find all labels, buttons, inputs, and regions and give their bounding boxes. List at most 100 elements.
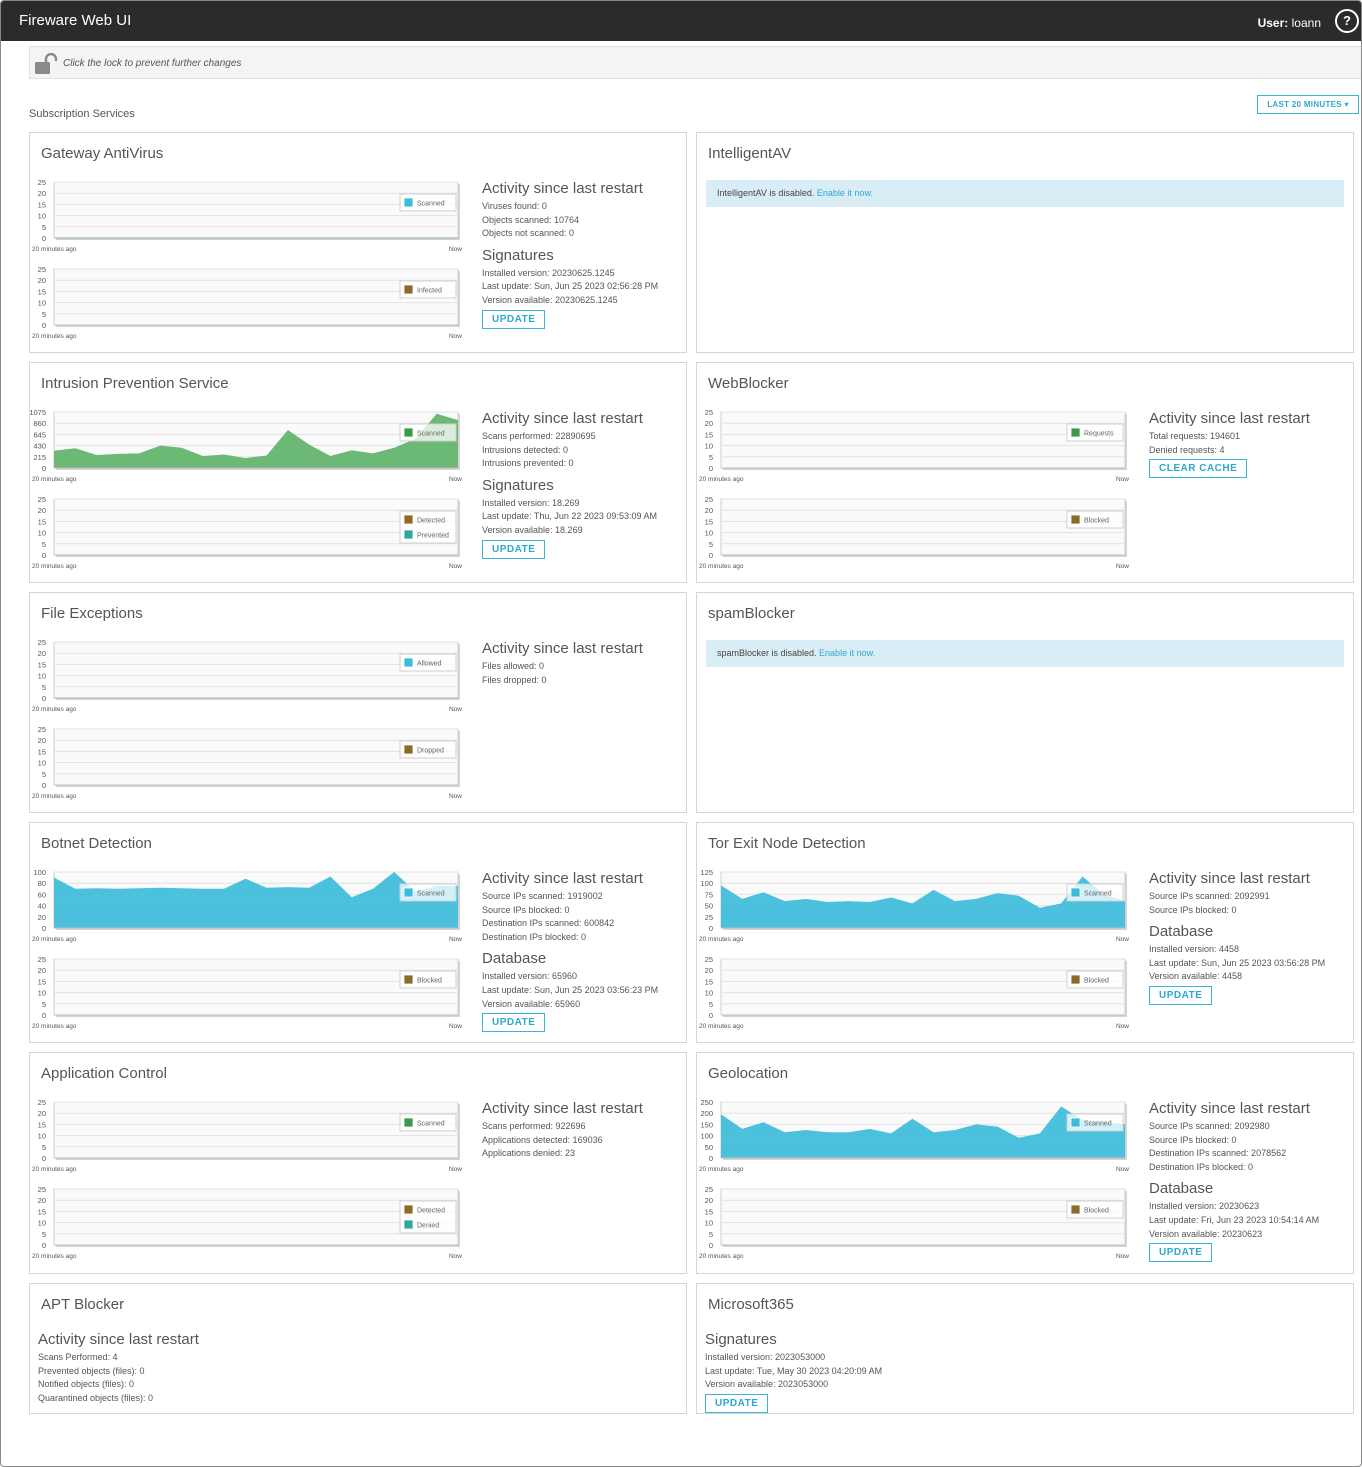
- info-line: Viruses found: 0: [482, 201, 547, 211]
- y-tick-label: 5: [42, 310, 46, 319]
- info-line: Scans performed: 922696: [482, 1121, 586, 1131]
- y-tick-label: 25: [705, 913, 713, 922]
- enable-link[interactable]: Enable it now.: [819, 648, 876, 658]
- legend-label: Dropped: [417, 748, 444, 755]
- info-line: Last update: Sun, Jun 25 2023 02:56:28 P…: [482, 281, 659, 292]
- chart-1: 25 20 15 10 5 0 Detected Prevented 20 minutes ag…: [30, 494, 470, 574]
- info-line: Last update: Thu, Jun 22 2023 09:53:09 A…: [482, 511, 657, 522]
- y-tick-label: 100: [700, 1132, 713, 1141]
- legend-label: Scanned: [417, 891, 445, 898]
- legend-box: [399, 423, 457, 442]
- legend-label: Prevented: [417, 533, 449, 540]
- legend-label: Denied: [417, 1223, 439, 1230]
- legend-swatch: [1070, 974, 1081, 985]
- y-tick-label: 20: [38, 966, 46, 975]
- update-button[interactable]: UPDATE: [705, 1393, 769, 1413]
- info-line: Intrusions detected: 0: [482, 444, 569, 455]
- info-line: Total requests: 194601: [1149, 431, 1241, 441]
- legend-label: Scanned: [1084, 1121, 1112, 1128]
- y-tick-label: 5: [42, 223, 46, 232]
- legend-box: [1066, 1113, 1124, 1132]
- chart-0: 1075 860 645 430 215 0 Scanned 20 minutes ago No…: [30, 407, 470, 487]
- chart-0: 25 20 15 10 5 0 Allowed 20 minutes ago Now: [30, 637, 470, 717]
- x-start-label: 20 minutes ago: [32, 333, 77, 340]
- y-tick-label: 1075: [30, 408, 46, 417]
- clear-cache-button[interactable]: CLEAR CACHE: [1149, 459, 1248, 479]
- panel-title: Geolocation: [708, 1065, 789, 1082]
- panel-title: Gateway AntiVirus: [41, 145, 164, 162]
- info-line: Version available: 20230625.1245: [482, 294, 618, 305]
- chart-0: 25 20 15 10 5 0 Scanned 20 minutes ago Now: [30, 177, 470, 257]
- update-button[interactable]: UPDATE: [482, 309, 546, 329]
- legend-swatch: [403, 1219, 414, 1230]
- y-tick-label: 0: [42, 321, 46, 330]
- plot-area: [720, 958, 1126, 1016]
- x-start-label: 20 minutes ago: [699, 1253, 744, 1260]
- x-start-label: 20 minutes ago: [32, 793, 77, 800]
- update-button[interactable]: UPDATE: [482, 539, 546, 559]
- y-tick-label: 15: [38, 747, 46, 756]
- info-heading: Database: [1149, 1180, 1214, 1198]
- y-tick-label: 15: [705, 1207, 713, 1216]
- update-button[interactable]: UPDATE: [482, 1013, 546, 1033]
- y-tick-label: 25: [38, 495, 46, 504]
- legend-label: Scanned: [417, 431, 445, 438]
- notice-text: spamBlocker is disabled.: [717, 648, 820, 658]
- y-tick-label: 5: [42, 683, 46, 692]
- x-start-label: 20 minutes ago: [699, 1023, 744, 1030]
- y-tick-label: 25: [38, 725, 46, 734]
- x-start-label: 20 minutes ago: [699, 563, 744, 570]
- info-line: Version available: 2023053000: [705, 1379, 829, 1390]
- y-tick-label: 60: [38, 890, 46, 899]
- update-button[interactable]: UPDATE: [1149, 1243, 1213, 1263]
- time-range-dropdown[interactable]: LAST 20 MINUTES ▾: [1257, 95, 1359, 114]
- y-tick-label: 25: [38, 638, 46, 647]
- chart-svg: 25 20 15 10 5 0 Detected Denied 20 minutes ago No…: [32, 1185, 462, 1260]
- legend-swatch: [403, 427, 414, 438]
- panel-geolocation: Geolocation 250 200 150 100 50 0 Scanned 20 minu…: [696, 1052, 1354, 1274]
- user-label: User:: [1257, 16, 1289, 30]
- y-tick-label: 20: [38, 189, 46, 198]
- y-tick-label: 0: [709, 1241, 713, 1250]
- y-tick-label: 5: [42, 1230, 46, 1239]
- panel-gateway-antivirus: Gateway AntiVirus 25 20 15 10 5 0 Scanned 20 min…: [29, 132, 687, 353]
- y-tick-label: 10: [705, 1219, 713, 1228]
- update-button[interactable]: UPDATE: [1149, 985, 1213, 1005]
- info-line: Destination IPs scanned: 2078562: [1149, 1148, 1287, 1159]
- lock-hint: Click the lock to prevent further change…: [63, 58, 242, 69]
- plot-area: [53, 1188, 459, 1246]
- plot-area: [720, 1188, 1126, 1246]
- user-info[interactable]: User: loann: [1258, 16, 1321, 30]
- y-tick-label: 10: [38, 1219, 46, 1228]
- chart-1: 25 20 15 10 5 0 Blocked 20 minutes ago Now: [697, 494, 1137, 574]
- info-line: Version available: 65960: [482, 998, 581, 1009]
- y-tick-label: 5: [42, 1000, 46, 1009]
- plot-area: [53, 728, 459, 786]
- x-start-label: 20 minutes ago: [32, 476, 77, 483]
- info-line: Installed version: 18.269: [482, 497, 580, 508]
- info-line: Installed version: 20230623: [1149, 1201, 1260, 1212]
- info-line: Destination IPs blocked: 0: [482, 931, 587, 942]
- legend-swatch: [403, 657, 414, 668]
- info-line: Installed version: 4458: [1149, 944, 1240, 955]
- y-tick-label: 5: [709, 540, 713, 549]
- legend-label: Allowed: [417, 661, 442, 668]
- info-heading: Activity since last restart: [1149, 1100, 1310, 1117]
- y-tick-label: 10: [705, 442, 713, 451]
- legend-box: [399, 883, 457, 902]
- legend-box: [399, 740, 457, 759]
- y-tick-label: 25: [38, 265, 46, 274]
- y-tick-label: 15: [38, 517, 46, 526]
- y-tick-label: 15: [38, 1120, 46, 1129]
- x-start-label: 20 minutes ago: [32, 936, 77, 943]
- x-end-label: Now: [449, 1166, 462, 1173]
- legend-box: [1066, 970, 1124, 989]
- panel-title: APT Blocker: [41, 1296, 125, 1313]
- info-line: Source IPs blocked: 0: [1149, 1134, 1237, 1145]
- enable-link[interactable]: Enable it now.: [816, 188, 873, 198]
- plot-area: [53, 268, 459, 326]
- x-end-label: Now: [449, 793, 462, 800]
- help-icon[interactable]: ?: [1335, 9, 1359, 33]
- y-tick-label: 0: [42, 1241, 46, 1250]
- unlock-icon[interactable]: [34, 52, 58, 75]
